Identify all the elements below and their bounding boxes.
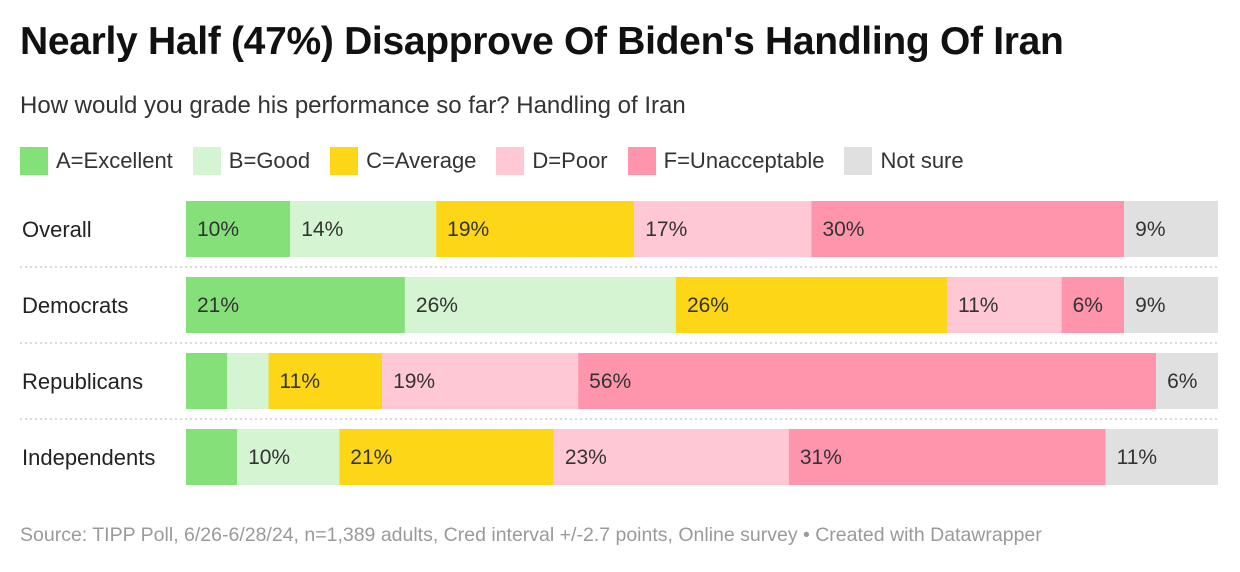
row-label-democrats: Democrats [22, 293, 128, 318]
bar-republicans-d-poor [382, 353, 579, 409]
chart-subtitle: How would you grade his performance so f… [20, 92, 686, 119]
source-note: Source: TIPP Poll, 6/26-6/28/24, n=1,389… [20, 524, 1042, 546]
bar-republicans-b-good [227, 353, 269, 409]
bar-label-republicans-c-average: 11% [280, 370, 320, 393]
bar-republicans-not-sure [1156, 353, 1218, 409]
bar-label-democrats-a-excellent: 21% [197, 294, 239, 317]
bar-independents-f-unacceptable [788, 429, 1106, 485]
legend-item-poor: D=Poor [496, 147, 608, 175]
bar-label-democrats-f-unacceptable: 6% [1073, 294, 1103, 317]
bar-label-overall-c-average: 19% [447, 218, 489, 241]
bar-overall-d-poor [634, 201, 812, 257]
legend-swatch-good [192, 147, 221, 175]
bar-overall-a-excellent [186, 201, 291, 257]
legend: A=Excellent B=Good C=Average D=Poor F=Un… [20, 145, 984, 177]
bar-overall-b-good [290, 201, 437, 257]
bar-label-democrats-d-poor: 11% [958, 294, 998, 317]
legend-item-excellent: A=Excellent [20, 147, 173, 175]
legend-label-not-sure: Not sure [880, 148, 964, 173]
legend-swatch-unacceptable [627, 147, 656, 175]
bar-independents-c-average [339, 429, 554, 485]
bar-democrats-f-unacceptable [1061, 277, 1125, 333]
bar-republicans-c-average [268, 353, 383, 409]
bar-label-overall-f-unacceptable: 30% [822, 218, 864, 241]
bar-label-overall-not-sure: 9% [1135, 218, 1165, 241]
bar-independents-b-good [237, 429, 340, 485]
bar-republicans-f-unacceptable [578, 353, 1157, 409]
bar-democrats-b-good [404, 277, 676, 333]
bar-democrats-a-excellent [186, 277, 405, 333]
legend-swatch-poor [496, 147, 525, 175]
legend-item-not-sure: Not sure [844, 147, 964, 175]
legend-label-excellent: A=Excellent [56, 148, 173, 173]
bar-overall-c-average [436, 201, 635, 257]
bar-label-republicans-f-unacceptable: 56% [589, 370, 631, 393]
bar-democrats-d-poor [946, 277, 1062, 333]
legend-item-good: B=Good [192, 147, 311, 175]
bar-label-overall-a-excellent: 10% [197, 218, 239, 241]
bar-label-democrats-not-sure: 9% [1135, 294, 1165, 317]
legend-label-good: B=Good [228, 148, 311, 173]
chart-title: Nearly Half (47%) Disapprove Of Biden's … [20, 20, 1064, 63]
bar-independents-not-sure [1105, 429, 1218, 485]
bar-democrats-c-average [675, 277, 947, 333]
bar-republicans-a-excellent [186, 353, 228, 409]
bar-independents-a-excellent [186, 429, 238, 485]
legend-swatch-not-sure [844, 147, 873, 175]
legend-label-average: C=Average [366, 148, 477, 173]
legend-item-average: C=Average [330, 147, 476, 175]
bar-independents-d-poor [553, 429, 789, 485]
bar-label-republicans-not-sure: 6% [1167, 370, 1197, 393]
bar-label-independents-d-poor: 23% [565, 446, 607, 469]
bar-overall-not-sure [1124, 201, 1218, 257]
bar-democrats-not-sure [1124, 277, 1218, 333]
legend-swatch-average [330, 147, 359, 175]
bar-label-overall-d-poor: 17% [645, 218, 687, 241]
row-label-overall: Overall [22, 217, 92, 242]
bar-overall-f-unacceptable [811, 201, 1125, 257]
row-label-republicans: Republicans [22, 369, 143, 394]
bar-label-democrats-b-good: 26% [416, 294, 458, 317]
legend-swatch-excellent [20, 147, 48, 175]
bar-label-republicans-d-poor: 19% [393, 370, 435, 393]
bar-label-overall-b-good: 14% [301, 218, 343, 241]
bar-label-independents-f-unacceptable: 31% [800, 446, 842, 469]
bar-label-independents-b-good: 10% [248, 446, 290, 469]
legend-item-unacceptable: F=Unacceptable [627, 147, 825, 175]
bar-label-independents-c-average: 21% [350, 446, 392, 469]
legend-label-unacceptable: F=Unacceptable [663, 148, 825, 173]
bar-label-democrats-c-average: 26% [687, 294, 729, 317]
bar-label-independents-not-sure: 11% [1117, 446, 1157, 469]
row-label-independents: Independents [22, 445, 155, 470]
legend-label-poor: D=Poor [532, 148, 608, 173]
